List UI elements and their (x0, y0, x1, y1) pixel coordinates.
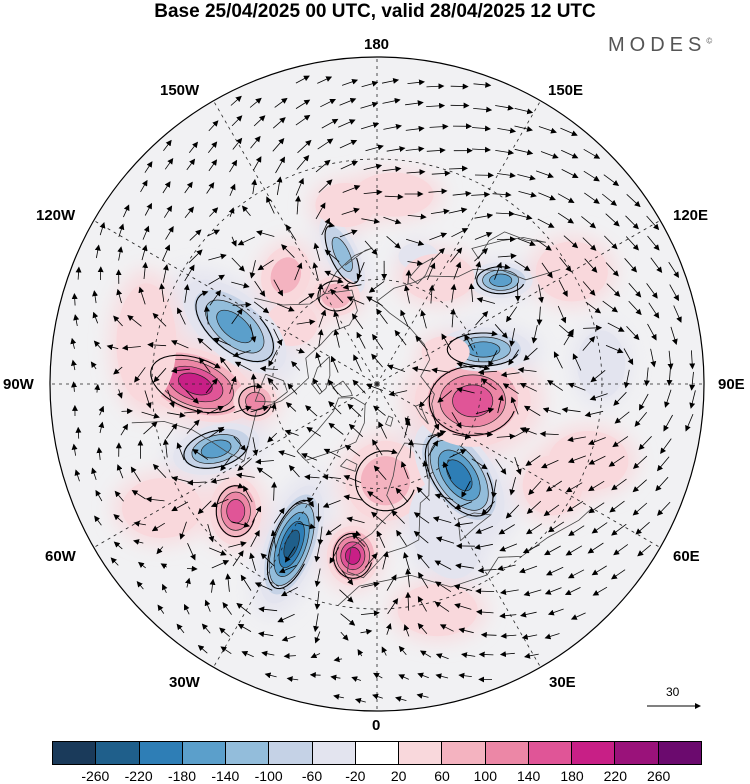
colorbar-swatch (486, 742, 529, 764)
anomaly-contour (122, 478, 202, 538)
colorbar-tick-label: -20 (335, 768, 375, 784)
colorbar-swatch (140, 742, 183, 764)
lon-label-60e: 60E (673, 549, 700, 565)
colorbar-tick-label: 20 (379, 768, 419, 784)
reference-vector-label: 30 (666, 685, 679, 699)
colorbar-swatch (572, 742, 615, 764)
colorbar-tick-label: -60 (292, 768, 332, 784)
lon-label-0: 0 (372, 718, 380, 734)
anomaly-contour (354, 173, 434, 217)
anomaly-contour (490, 274, 512, 287)
anomaly-contour (523, 455, 583, 515)
colorbar-tick-label: 260 (639, 768, 679, 784)
colorbar-swatch (659, 742, 701, 764)
colorbar-tick-label: 140 (509, 768, 549, 784)
colorbar-swatch (96, 742, 139, 764)
colorbar-tick-label: -260 (75, 768, 115, 784)
colorbar-swatch (313, 742, 356, 764)
colorbar-tick-label: -100 (249, 768, 289, 784)
anomaly-contour (345, 547, 360, 564)
lon-label-90e: 90E (718, 377, 745, 393)
colorbar-tick-label: 180 (552, 768, 592, 784)
anomaly-contour (227, 499, 245, 523)
lon-label-60w: 60W (45, 549, 76, 565)
anomaly-contour (398, 584, 478, 636)
lon-label-150e: 150E (548, 83, 583, 99)
colorbar-tick-label: 220 (595, 768, 635, 784)
lon-label-180: 180 (364, 37, 389, 53)
colorbar-swatch (356, 742, 399, 764)
wind-vector (122, 411, 133, 412)
colorbar-swatch (615, 742, 658, 764)
wind-vector (78, 428, 79, 439)
colorbar-tick-label: -220 (119, 768, 159, 784)
colorbar-swatch (53, 742, 96, 764)
colorbar (52, 741, 702, 765)
lon-label-150w: 150W (160, 83, 199, 99)
lon-label-30e: 30E (549, 675, 576, 691)
colorbar-swatch (399, 742, 442, 764)
lon-label-120w: 120W (36, 208, 75, 224)
lon-label-90w: 90W (3, 377, 34, 393)
colorbar-swatch (269, 742, 312, 764)
wind-vector (187, 569, 197, 570)
colorbar-tick-label: 60 (422, 768, 462, 784)
lon-label-30w: 30W (169, 675, 200, 691)
colorbar-tick-label: -140 (205, 768, 245, 784)
colorbar-swatch (529, 742, 572, 764)
colorbar-tick-label: -180 (162, 768, 202, 784)
colorbar-swatch (226, 742, 269, 764)
lon-label-120e: 120E (673, 208, 708, 224)
colorbar-tick-label: 100 (465, 768, 505, 784)
colorbar-swatch (183, 742, 226, 764)
anomaly-contour (453, 385, 493, 417)
colorbar-swatch (442, 742, 485, 764)
